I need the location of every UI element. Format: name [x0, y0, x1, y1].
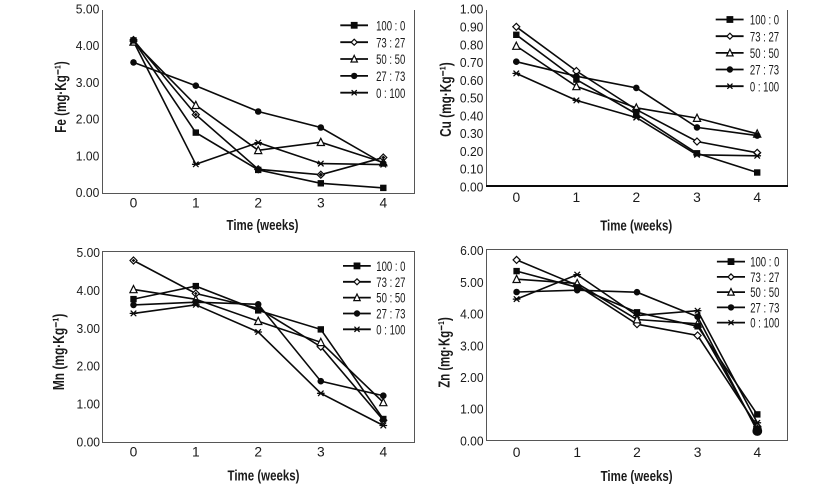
- svg-text:0 : 100: 0 : 100: [376, 322, 405, 337]
- svg-text:50 : 50: 50 : 50: [376, 291, 405, 306]
- svg-text:3: 3: [317, 445, 325, 460]
- svg-text:5.00: 5.00: [77, 245, 101, 260]
- svg-text:1.00: 1.00: [76, 148, 100, 163]
- svg-text:100 : 0: 100 : 0: [376, 259, 405, 274]
- svg-text:27 : 73: 27 : 73: [376, 69, 405, 84]
- svg-text:2.00: 2.00: [460, 370, 484, 385]
- svg-text:2: 2: [633, 445, 641, 460]
- svg-text:50 : 50: 50 : 50: [750, 285, 779, 300]
- svg-text:0.00: 0.00: [77, 435, 101, 450]
- svg-text:5.00: 5.00: [460, 275, 484, 290]
- svg-text:73 : 27: 73 : 27: [376, 35, 405, 50]
- svg-text:1: 1: [573, 445, 581, 460]
- svg-text:2: 2: [254, 196, 262, 211]
- svg-text:Time (weeks): Time (weeks): [600, 217, 672, 234]
- svg-text:1.00: 1.00: [460, 402, 484, 417]
- svg-text:27 : 73: 27 : 73: [376, 307, 405, 322]
- svg-text:2.00: 2.00: [77, 359, 101, 374]
- svg-text:0.80: 0.80: [460, 37, 484, 52]
- svg-text:0 : 100: 0 : 100: [750, 316, 779, 331]
- svg-text:0 : 100: 0 : 100: [750, 79, 779, 94]
- svg-text:1: 1: [192, 445, 200, 460]
- svg-text:3: 3: [693, 190, 701, 205]
- svg-text:0.90: 0.90: [460, 20, 484, 35]
- svg-text:4.00: 4.00: [77, 283, 101, 298]
- svg-text:0: 0: [130, 196, 138, 211]
- svg-text:5.00: 5.00: [76, 2, 100, 17]
- svg-text:3.00: 3.00: [460, 338, 484, 353]
- svg-text:4: 4: [753, 190, 761, 205]
- svg-text:Time (weeks): Time (weeks): [228, 468, 300, 485]
- svg-text:0.30: 0.30: [460, 126, 484, 141]
- svg-text:0: 0: [130, 445, 138, 460]
- svg-text:100 : 0: 100 : 0: [376, 18, 405, 33]
- svg-text:3.00: 3.00: [76, 75, 100, 90]
- svg-text:Mn (mg·Kg⁻¹): Mn (mg·Kg⁻¹): [51, 314, 68, 391]
- svg-text:100 : 0: 100 : 0: [750, 13, 779, 28]
- svg-text:73 : 27: 73 : 27: [376, 275, 405, 290]
- svg-text:1.00: 1.00: [77, 397, 101, 412]
- svg-text:1: 1: [192, 196, 200, 211]
- svg-text:4: 4: [753, 445, 761, 460]
- svg-text:100 : 0: 100 : 0: [750, 255, 779, 270]
- svg-text:4.00: 4.00: [76, 38, 100, 53]
- svg-text:0.00: 0.00: [76, 185, 100, 200]
- svg-text:Time (weeks): Time (weeks): [601, 468, 673, 485]
- svg-text:Time (weeks): Time (weeks): [227, 217, 299, 234]
- svg-text:73 : 27: 73 : 27: [750, 270, 779, 285]
- svg-text:2: 2: [632, 190, 640, 205]
- svg-text:4: 4: [379, 196, 387, 211]
- svg-text:2.00: 2.00: [76, 112, 100, 127]
- svg-text:27 : 73: 27 : 73: [750, 63, 779, 78]
- svg-text:1: 1: [573, 190, 581, 205]
- svg-text:0.10: 0.10: [460, 162, 484, 177]
- svg-text:50 : 50: 50 : 50: [750, 46, 779, 61]
- svg-text:0.20: 0.20: [460, 144, 484, 159]
- svg-text:2: 2: [254, 445, 262, 460]
- svg-text:27 : 73: 27 : 73: [750, 301, 779, 316]
- svg-text:0 : 100: 0 : 100: [376, 86, 405, 101]
- svg-text:Cu (mg·Kg⁻¹): Cu (mg·Kg⁻¹): [438, 62, 455, 137]
- svg-text:0: 0: [513, 445, 521, 460]
- svg-text:4: 4: [379, 445, 387, 460]
- svg-text:0: 0: [512, 190, 520, 205]
- svg-text:0.00: 0.00: [460, 179, 484, 194]
- svg-text:3: 3: [694, 445, 702, 460]
- svg-text:4.00: 4.00: [460, 307, 484, 322]
- svg-text:6.00: 6.00: [460, 243, 484, 258]
- svg-text:50 : 50: 50 : 50: [376, 52, 405, 67]
- svg-text:0.00: 0.00: [460, 433, 484, 448]
- svg-text:Fe (mg·Kg⁻¹): Fe (mg·Kg⁻¹): [53, 61, 70, 133]
- svg-text:0.70: 0.70: [460, 55, 484, 70]
- svg-text:3: 3: [317, 196, 325, 211]
- svg-text:0.40: 0.40: [460, 108, 484, 123]
- svg-text:0.50: 0.50: [460, 91, 484, 106]
- svg-text:3.00: 3.00: [77, 321, 101, 336]
- svg-text:73 : 27: 73 : 27: [750, 29, 779, 44]
- svg-text:Zn (mg·Kg⁻¹): Zn (mg·Kg⁻¹): [437, 317, 454, 388]
- svg-text:1.00: 1.00: [460, 2, 484, 17]
- svg-text:0.60: 0.60: [460, 73, 484, 88]
